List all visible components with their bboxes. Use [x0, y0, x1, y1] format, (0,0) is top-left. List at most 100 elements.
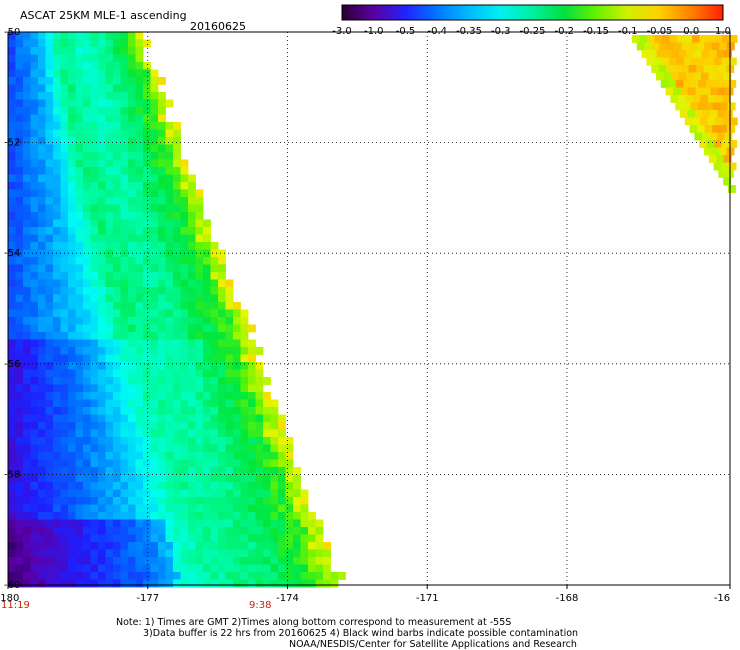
swath-cell [105, 309, 114, 318]
swath-cell [60, 197, 69, 205]
swath-cell [180, 414, 189, 423]
swath-cell [60, 459, 69, 468]
swath-cell [83, 579, 91, 588]
swath-cell [113, 317, 121, 325]
swath-cell [75, 39, 84, 48]
swath-cell [60, 324, 69, 333]
swath-cell [263, 504, 271, 513]
swath-cell [225, 369, 234, 378]
swath-cell [23, 534, 31, 543]
swath-cell [23, 347, 31, 355]
swath-cell [255, 467, 264, 475]
swath-cell [98, 174, 106, 183]
swath-cell [210, 527, 219, 535]
swath-cell [120, 122, 129, 130]
swath-cell [113, 377, 121, 385]
swath-cell [203, 564, 211, 573]
swath-cell [45, 519, 54, 528]
swath-cell [75, 122, 84, 130]
swath-cell [225, 467, 234, 475]
swath-cell [300, 557, 309, 565]
swath-cell [113, 62, 121, 70]
swath-cell [83, 204, 91, 213]
swath-cell [45, 92, 54, 100]
swath-cell [8, 234, 16, 243]
swath-cell [233, 579, 241, 588]
swath-cell [113, 437, 121, 445]
swath-cell [45, 287, 54, 295]
swath-cell [158, 399, 166, 408]
swath-cell [679, 50, 687, 58]
swath-cell [135, 152, 144, 160]
swath-cell [113, 122, 121, 130]
swath-cell [165, 489, 174, 498]
swath-cell [8, 429, 16, 438]
swath-cell [225, 564, 234, 573]
swath-cell [75, 84, 84, 93]
swath-cell [218, 294, 226, 303]
swath-cell [105, 579, 114, 588]
swath-cell [53, 294, 61, 303]
swath-cell [218, 369, 226, 378]
swath-cell [248, 519, 256, 528]
swath-cell [53, 384, 61, 393]
swath-cell [150, 549, 159, 558]
swath-cell [165, 137, 174, 145]
swath-cell [263, 519, 271, 528]
swath-cell [668, 57, 677, 66]
swath-cell [38, 542, 46, 550]
swath-cell [143, 309, 151, 318]
swath-cell [195, 264, 204, 273]
swath-cell [53, 257, 61, 265]
swath-cell [75, 482, 84, 490]
swath-cell [180, 557, 189, 565]
swath-cell [165, 459, 174, 468]
swath-cell [135, 429, 144, 438]
swath-cell [98, 512, 106, 520]
swath-cell [240, 504, 249, 513]
swath-cell [278, 482, 286, 490]
swath-cell [225, 519, 234, 528]
swath-cell [53, 219, 61, 228]
swath-cell [173, 362, 181, 370]
swath-cell [150, 212, 159, 220]
swath-cell [285, 557, 294, 565]
swath-cell [677, 35, 685, 43]
swath-cell [158, 279, 166, 288]
swath-cell [677, 95, 686, 103]
swath-cell [68, 384, 76, 393]
swath-cell [697, 125, 705, 133]
swath-cell [60, 167, 69, 175]
swath-cell [654, 35, 663, 43]
swath-cell [158, 474, 166, 483]
swath-cell [105, 339, 114, 348]
swath-cell [195, 557, 204, 565]
swath-cell [203, 474, 211, 483]
swath-cell [53, 159, 61, 168]
swath-cell [60, 452, 69, 460]
swath-cell [248, 422, 256, 430]
swath-cell [75, 324, 84, 333]
swath-cell [90, 242, 99, 250]
swath-cell [98, 47, 106, 55]
swath-cell [45, 219, 54, 228]
swath-cell [210, 474, 219, 483]
swath-cell [248, 482, 256, 490]
swath-cell [90, 512, 99, 520]
swath-cell [143, 414, 151, 423]
swath-cell [165, 234, 174, 243]
swath-cell [729, 35, 738, 43]
swath-cell [285, 467, 294, 475]
swath-cell [240, 399, 249, 408]
swath-cell [38, 137, 46, 145]
swath-cell [195, 339, 204, 348]
swath-cell [105, 264, 114, 273]
swath-cell [696, 42, 705, 51]
swath-cell [68, 542, 76, 550]
swath-cell [113, 512, 121, 520]
swath-cell [158, 174, 166, 183]
swath-cell [120, 309, 129, 318]
swath-cell [255, 474, 264, 483]
swath-cell [293, 497, 301, 505]
swath-cell [165, 384, 174, 393]
